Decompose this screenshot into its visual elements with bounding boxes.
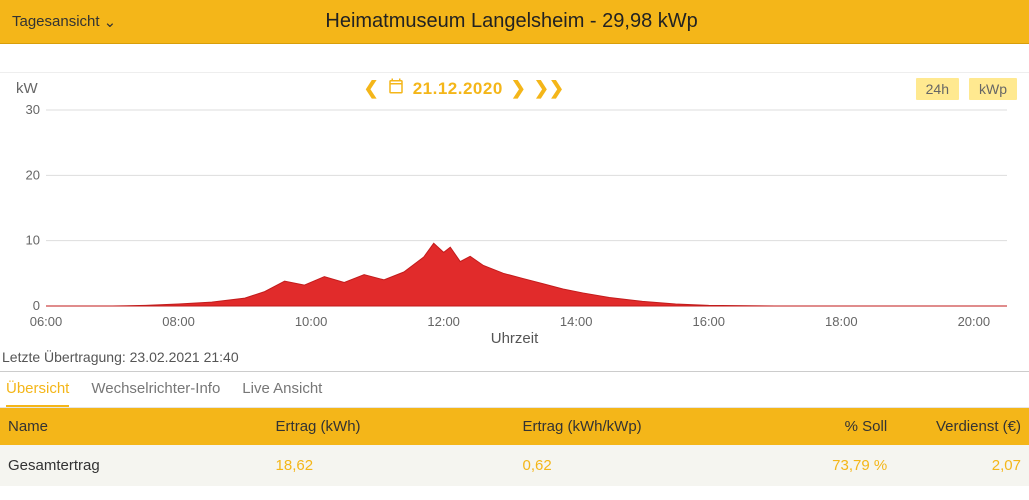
chip-24h[interactable]: 24h <box>916 78 959 100</box>
last-transfer-prefix: Letzte Übertragung: <box>2 349 130 365</box>
chip-kwp[interactable]: kWp <box>969 78 1017 100</box>
cell-yield-kwhkwp: 0,62 <box>514 445 761 486</box>
spacer <box>0 44 1029 72</box>
col-earnings: Verdienst (€) <box>895 408 1029 445</box>
col-pct-soll: % Soll <box>761 408 895 445</box>
prev-day-icon[interactable]: ❮ <box>364 78 379 99</box>
page-title: Heimatmuseum Langelsheim - 29,98 kWp <box>116 10 907 33</box>
calendar-icon[interactable] <box>387 77 405 100</box>
col-name: Name <box>0 408 268 445</box>
svg-text:12:00: 12:00 <box>427 314 460 329</box>
date-label[interactable]: 21.12.2020 <box>413 79 503 99</box>
tab-live[interactable]: Live Ansicht <box>242 380 322 407</box>
power-chart: 0 10 20 30 06:00 08:00 10:00 12:00 14:00 16:00 18:… <box>12 104 1017 334</box>
svg-text:06:00: 06:00 <box>30 314 63 329</box>
y-axis-label: kW <box>16 80 38 97</box>
fast-forward-icon[interactable]: ❯❯ <box>534 78 564 99</box>
tabs: Übersicht Wechselrichter-Info Live Ansic… <box>0 371 1029 408</box>
cell-pct-soll: 73,79 % <box>761 445 895 486</box>
next-day-icon[interactable]: ❯ <box>511 78 526 99</box>
tab-overview[interactable]: Übersicht <box>6 380 69 407</box>
tab-inverter[interactable]: Wechselrichter-Info <box>91 380 220 407</box>
table-row: Gesamtertrag 18,62 0,62 73,79 % 2,07 <box>0 445 1029 486</box>
svg-text:30: 30 <box>26 104 40 117</box>
summary-table: Name Ertrag (kWh) Ertrag (kWh/kWp) % Sol… <box>0 408 1029 486</box>
view-selector[interactable]: Tagesansicht ⌄ <box>12 13 116 31</box>
chart-toolbar: kW ❮ 21.12.2020 ❯ ❯❯ 24h kWp <box>0 72 1029 104</box>
chart-area: 0 10 20 30 06:00 08:00 10:00 12:00 14:00 16:00 18:… <box>0 104 1029 334</box>
svg-text:20:00: 20:00 <box>958 314 991 329</box>
chevron-down-icon: ⌄ <box>104 13 117 31</box>
svg-text:14:00: 14:00 <box>560 314 593 329</box>
chip-group: 24h kWp <box>916 78 1017 100</box>
svg-text:0: 0 <box>33 298 40 313</box>
svg-text:08:00: 08:00 <box>162 314 195 329</box>
col-yield-kwh: Ertrag (kWh) <box>268 408 515 445</box>
svg-text:20: 20 <box>26 167 40 182</box>
cell-earnings: 2,07 <box>895 445 1029 486</box>
view-selector-label: Tagesansicht <box>12 13 100 30</box>
table-header-row: Name Ertrag (kWh) Ertrag (kWh/kWp) % Sol… <box>0 408 1029 445</box>
cell-name: Gesamtertrag <box>0 445 268 486</box>
date-navigator: ❮ 21.12.2020 ❯ ❯❯ <box>12 77 916 100</box>
last-transfer: Letzte Übertragung: 23.02.2021 21:40 <box>0 347 1029 371</box>
svg-text:18:00: 18:00 <box>825 314 858 329</box>
col-yield-kwhkwp: Ertrag (kWh/kWp) <box>514 408 761 445</box>
svg-text:10: 10 <box>26 233 40 248</box>
header-bar: Tagesansicht ⌄ Heimatmuseum Langelsheim … <box>0 0 1029 44</box>
last-transfer-value: 23.02.2021 21:40 <box>130 349 239 365</box>
svg-text:16:00: 16:00 <box>692 314 725 329</box>
svg-text:10:00: 10:00 <box>295 314 328 329</box>
cell-yield-kwh: 18,62 <box>268 445 515 486</box>
